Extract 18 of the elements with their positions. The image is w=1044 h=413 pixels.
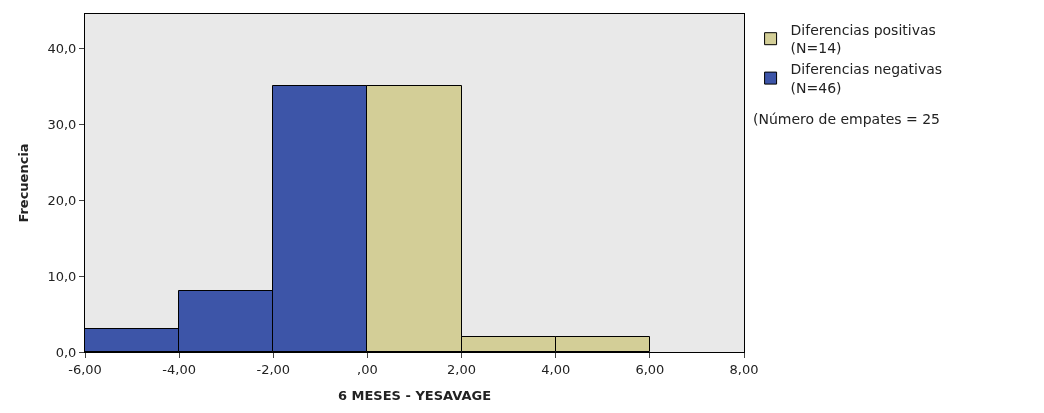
y-tick-label: 30,0: [47, 116, 77, 132]
x-tick-label: -2,00: [256, 361, 291, 377]
x-tick-label: -4,00: [162, 361, 196, 377]
y-tick-label: 40,0: [47, 40, 77, 56]
x-tick-label: ,00: [357, 361, 378, 377]
text: (Número de empates = 25: [753, 111, 941, 127]
x-tick-label: 4,00: [541, 361, 571, 377]
y-tick-label: 10,0: [47, 268, 77, 284]
legend-label: Diferencias positivas (N=14): [790, 22, 936, 57]
y-tick-label: 20,0: [47, 192, 77, 208]
x-axis-title: 6 MESES - YESAVAGE: [337, 388, 492, 404]
x-tick-label: 2,00: [447, 361, 477, 377]
y-axis-title: Frecuencia: [16, 143, 32, 223]
x-tick-label: 6,00: [635, 361, 665, 377]
y-tick-label: 0,0: [55, 344, 77, 360]
x-tick-label: -6,00: [68, 361, 102, 377]
x-tick-label: 8,00: [729, 361, 759, 377]
legend-label: Diferencias negativas (N=46): [790, 61, 943, 96]
